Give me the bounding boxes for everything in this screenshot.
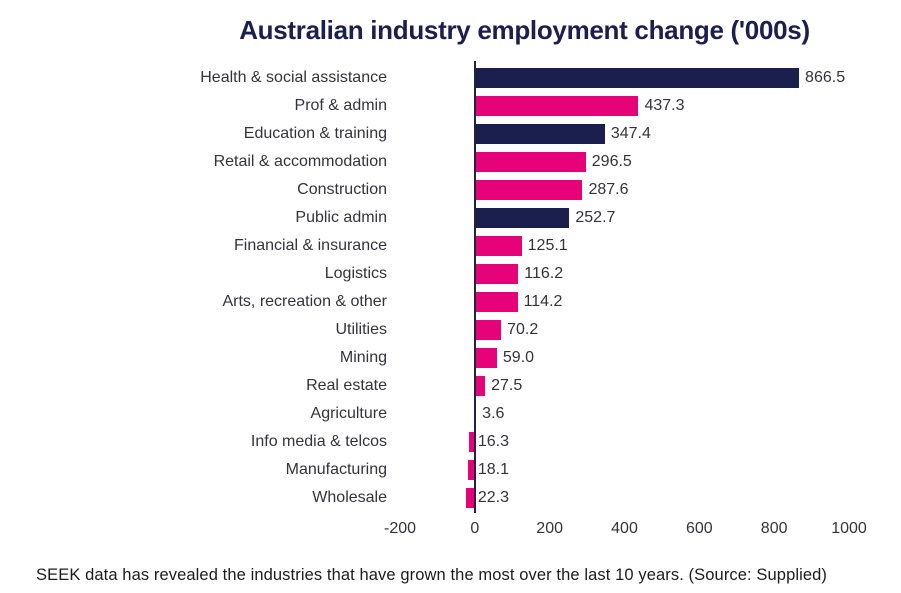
bar-rows: Health & social assistance 866.5 Prof & ad…: [36, 64, 849, 512]
bar-track: 3.6: [400, 400, 849, 428]
bar-track: 22.3: [400, 484, 849, 512]
bar: [474, 151, 586, 172]
bar-row: Utilities 70.2: [36, 316, 849, 344]
value-label: 347.4: [610, 124, 651, 142]
bar-row: Real estate 27.5: [36, 372, 849, 400]
value-label: 437.3: [644, 96, 685, 114]
category-label: Agriculture: [310, 404, 387, 422]
x-tick-label: -200: [383, 519, 417, 537]
bar-track: 347.4: [400, 120, 849, 148]
bar: [474, 263, 519, 284]
bar-row: Manufacturing 18.1: [36, 456, 849, 484]
bar: [468, 431, 475, 452]
caption: SEEK data has revealed the industries th…: [36, 565, 828, 584]
bar-track: 287.6: [400, 176, 849, 204]
bar-track: 18.1: [400, 456, 849, 484]
bar-track: 252.7: [400, 204, 849, 232]
x-tick-label: 400: [611, 519, 638, 537]
bar: [468, 459, 475, 480]
value-label: 287.6: [588, 180, 629, 198]
bar: [474, 319, 502, 340]
category-label: Arts, recreation & other: [222, 292, 387, 310]
category-label: Retail & accommodation: [213, 152, 387, 170]
bar-track: 59.0: [400, 344, 849, 372]
bar: [474, 67, 800, 88]
x-tick-label: 1000: [831, 519, 867, 537]
bar-row: Info media & telcos 16.3: [36, 428, 849, 456]
bar-track: 437.3: [400, 92, 849, 120]
value-label: 296.5: [591, 152, 632, 170]
bar: [474, 403, 477, 424]
value-label: 18.1: [477, 460, 509, 478]
bar-row: Prof & admin 437.3: [36, 92, 849, 120]
category-label: Wholesale: [312, 488, 387, 506]
bar-track: 114.2: [400, 288, 849, 316]
bar-track: 125.1: [400, 232, 849, 260]
chart-title: Australian industry employment change ('…: [239, 15, 810, 45]
category-label: Manufacturing: [285, 460, 387, 478]
value-label: 252.7: [575, 208, 616, 226]
bar-track: 16.3: [400, 428, 849, 456]
x-axis: -200 0 200 400 600 800 1000: [384, 514, 867, 544]
category-label: Real estate: [306, 376, 387, 394]
bar-track: 70.2: [400, 316, 849, 344]
bar-chart: Health & social assistance 866.5 Prof & ad…: [36, 60, 867, 544]
bar: [474, 123, 605, 144]
bar: [474, 179, 583, 200]
bar-row: Wholesale 22.3: [36, 484, 849, 512]
value-label: 125.1: [527, 236, 568, 254]
value-label: 866.5: [805, 68, 846, 86]
value-label: 27.5: [491, 376, 523, 394]
bar: [466, 487, 475, 508]
category-label: Logistics: [324, 264, 387, 282]
bar-row: Health & social assistance 866.5: [36, 64, 849, 92]
bar-row: Public admin 252.7: [36, 204, 849, 232]
bar-row: Financial & insurance 125.1: [36, 232, 849, 260]
x-tick-label: 800: [760, 519, 788, 537]
value-label: 114.2: [523, 292, 563, 310]
bar-row: Arts, recreation & other 114.2: [36, 288, 849, 316]
x-tick-label: 200: [536, 519, 564, 537]
bar-track: 116.2: [400, 260, 849, 288]
category-label: Education & training: [243, 124, 387, 142]
category-label: Info media & telcos: [250, 432, 387, 450]
bar-row: Logistics 116.2: [36, 260, 849, 288]
category-label: Mining: [339, 348, 387, 366]
bar-row: Construction 287.6: [36, 176, 849, 204]
bar: [474, 235, 522, 256]
x-tick-label: 600: [685, 519, 713, 537]
category-label: Financial & insurance: [234, 236, 387, 254]
bar: [474, 347, 497, 368]
bar: [474, 207, 570, 228]
bar-row: Retail & accommodation 296.5: [36, 148, 849, 176]
bar: [474, 291, 518, 312]
bar-track: 296.5: [400, 148, 849, 176]
category-label: Public admin: [295, 208, 387, 226]
bar-track: 866.5: [400, 64, 849, 92]
x-tick-label: 0: [470, 519, 480, 537]
bar: [474, 375, 486, 396]
value-label: 70.2: [507, 320, 539, 338]
value-label: 59.0: [502, 348, 535, 366]
value-label: 3.6: [482, 404, 505, 422]
bar: [474, 95, 639, 116]
bar-row: Mining 59.0: [36, 344, 849, 372]
value-label: 22.3: [477, 488, 509, 506]
value-label: 16.3: [477, 432, 509, 450]
chart-plot-area: Health & social assistance 866.5 Prof & ad…: [36, 60, 849, 513]
value-label: 116.2: [524, 264, 564, 282]
category-label: Construction: [297, 180, 387, 198]
category-label: Utilities: [335, 320, 387, 338]
bar-row: Agriculture 3.6: [36, 400, 849, 428]
category-label: Prof & admin: [294, 96, 387, 114]
category-label: Health & social assistance: [200, 68, 387, 86]
bar-track: 27.5: [400, 372, 849, 400]
bar-row: Education & training 347.4: [36, 120, 849, 148]
